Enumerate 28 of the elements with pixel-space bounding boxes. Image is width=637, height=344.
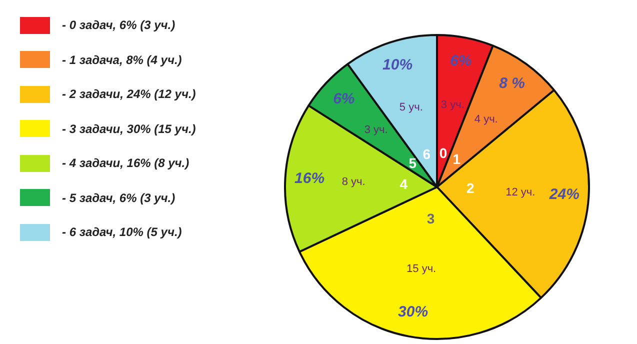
text: 8 уч.: [342, 176, 366, 188]
data-label: 8 %: [499, 74, 525, 92]
data-label: 24%: [548, 186, 580, 204]
data-label: 30%: [398, 304, 428, 321]
legend-label: - 2 задачи, 24% (12 уч.): [62, 87, 196, 102]
text: 5 уч.: [399, 102, 423, 114]
text: 4: [400, 176, 408, 192]
text: 4 уч.: [474, 113, 498, 126]
data-label: 16%: [294, 170, 325, 188]
text: 15 уч.: [406, 263, 436, 276]
text: 5: [408, 154, 417, 171]
text: 12 уч.: [506, 186, 536, 198]
text: 0: [439, 145, 448, 162]
data-label: 10%: [382, 56, 413, 74]
text: 3: [426, 210, 435, 227]
text: 6: [422, 146, 431, 162]
text: 2: [466, 180, 474, 196]
legend-label: - 0 задач, 6% (3 уч.): [62, 18, 176, 32]
legend-label: - 3 задачи, 30% (15 уч.): [62, 122, 196, 136]
data-label: 6%: [333, 90, 355, 108]
text: 3 уч.: [440, 98, 464, 111]
legend-label: - 4 задачи, 16% (8 уч.): [62, 156, 190, 170]
text: 3 уч.: [364, 124, 388, 136]
text: 1: [452, 150, 461, 167]
data-label: 6%: [450, 52, 472, 70]
legend-label: - 6 задач, 10% (5 уч.): [62, 225, 182, 240]
legend-label: - 1 задача, 8% (4 уч.): [62, 52, 182, 67]
legend-label: - 5 задач, 6% (3 уч.): [62, 190, 176, 205]
